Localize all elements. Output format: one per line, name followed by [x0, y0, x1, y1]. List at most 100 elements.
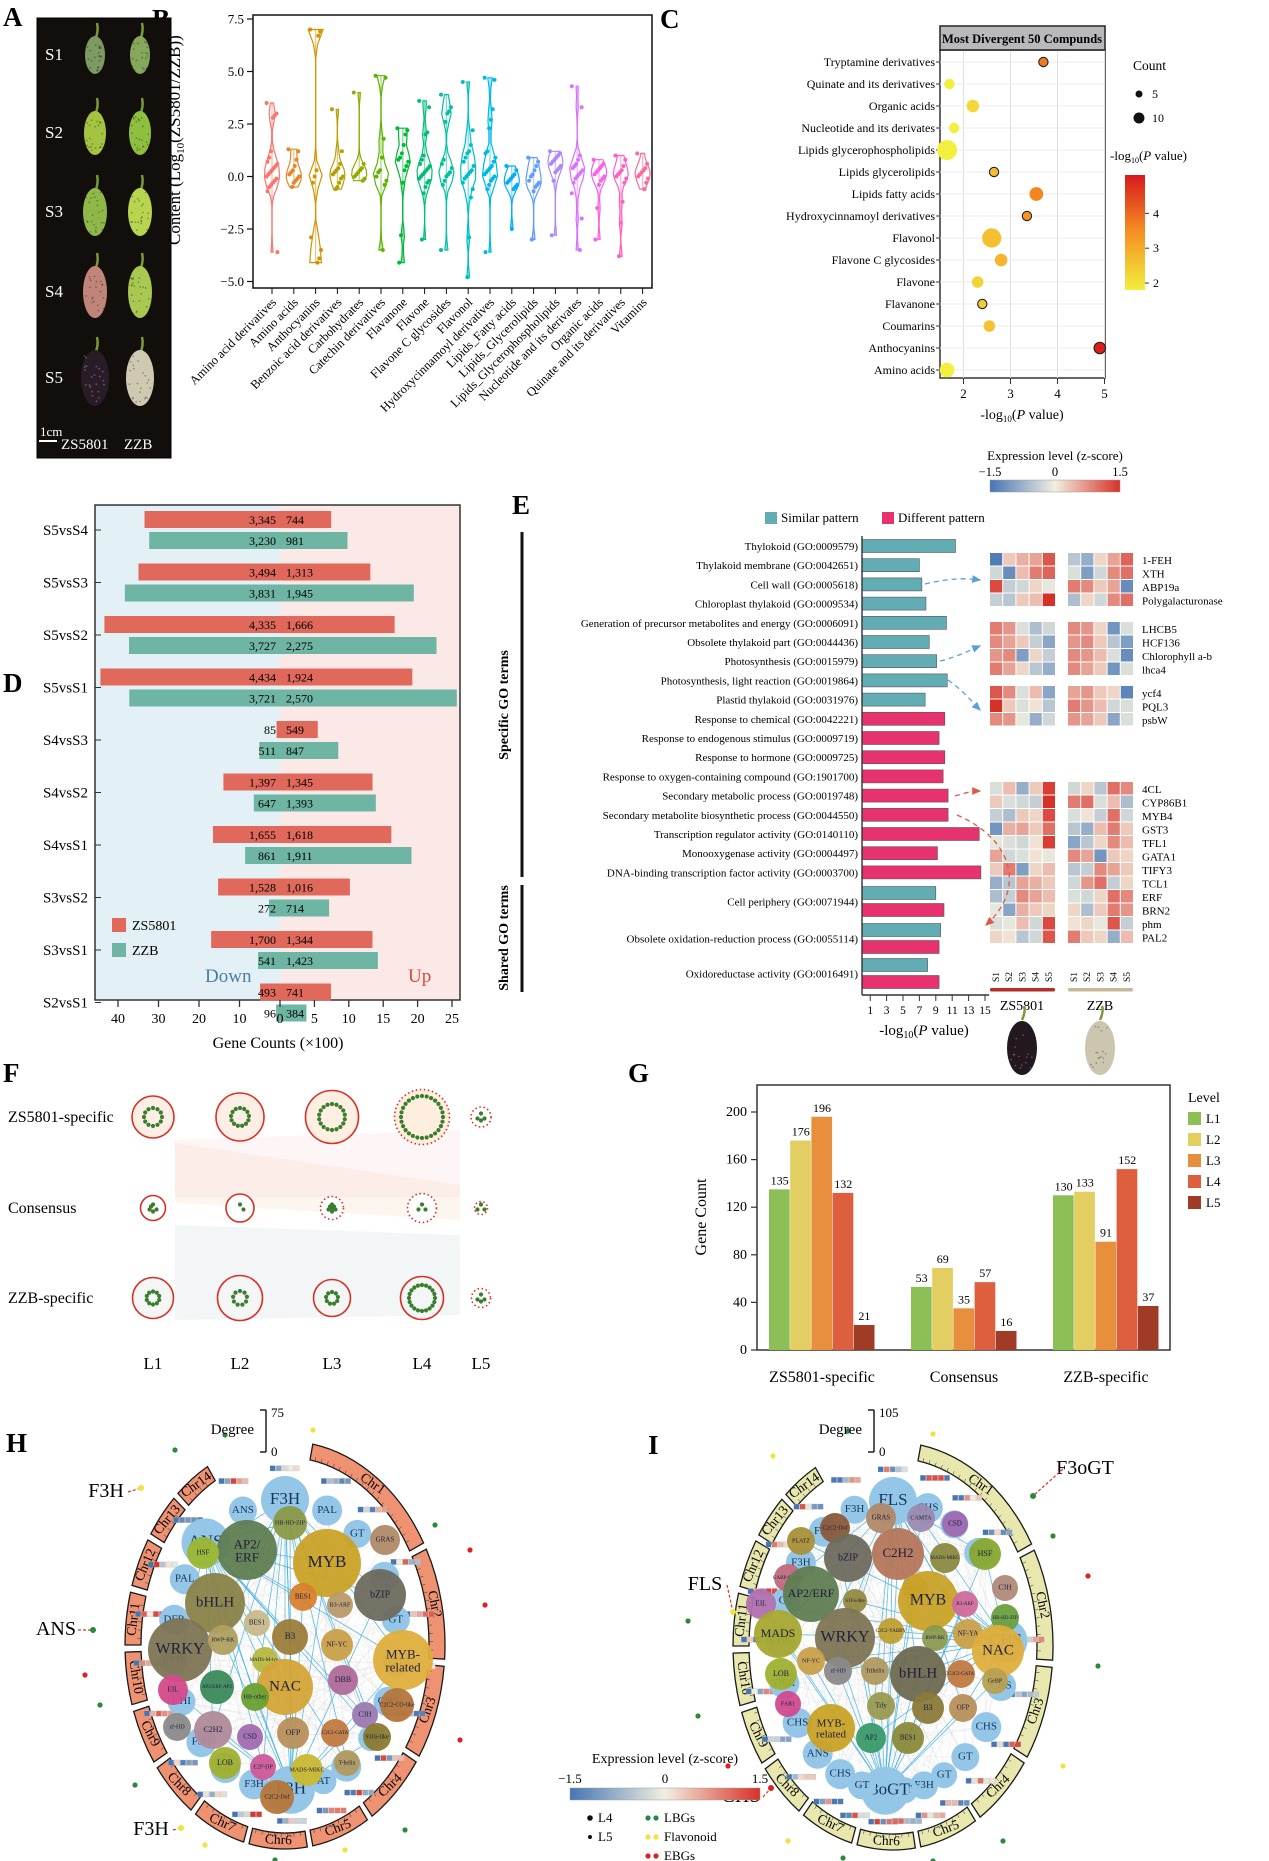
node-heat-strip: [159, 1561, 166, 1568]
chromosome-arc: [917, 1806, 977, 1848]
e-go-bar: [861, 750, 946, 765]
e-heatmap-cell: [1107, 686, 1120, 699]
node-heat-strip: [221, 1791, 228, 1798]
tf-node: [241, 1683, 269, 1711]
c-title: Most Divergent 50 Compunds: [942, 32, 1102, 46]
tf-node: [328, 1665, 358, 1695]
violin-point: [291, 180, 296, 185]
svg-text:−1.5: −1.5: [979, 465, 1002, 479]
violin-point: [417, 176, 422, 181]
fruit-photo: [126, 350, 154, 406]
node-heat-strip: [209, 1791, 216, 1798]
tf-node-label: GRAS: [376, 1536, 395, 1544]
node-heat-strip: [837, 1798, 844, 1805]
violin-point: [267, 155, 272, 160]
violin-point: [405, 128, 410, 133]
scale-bar-label: 1cm: [40, 424, 62, 439]
e-variety-label: ZS5801: [1000, 999, 1044, 1014]
gene-node: [825, 1759, 856, 1790]
c-xtick: 2: [960, 386, 967, 401]
node-heat-strip: [328, 1807, 335, 1814]
g-group-label: Consensus: [930, 1369, 998, 1386]
e-heatmap-cell: [1107, 649, 1120, 662]
violin-shape: [394, 127, 411, 264]
tf-node-label: C2C2-Dof: [264, 1793, 289, 1800]
violin-point: [570, 166, 575, 171]
node-heat-strip: [386, 1755, 393, 1761]
node-heat-strip: [777, 1541, 784, 1548]
e-heatmap-cell: [1042, 782, 1055, 795]
tf-node: [208, 1625, 238, 1655]
tf-node-label: DBB: [335, 1675, 351, 1684]
node-heat-strip: [428, 1611, 435, 1617]
violin-point: [490, 107, 495, 112]
chromosome-label: Chr11: [731, 1603, 750, 1638]
node-heat-strip: [1003, 1741, 1009, 1748]
violin-point: [622, 180, 627, 185]
violin-point: [337, 180, 342, 185]
e-heatmap-cell: [1029, 686, 1042, 699]
c-xtick: 5: [1101, 386, 1108, 401]
e-xtick: 13: [963, 1005, 975, 1017]
g-bar: [769, 1189, 790, 1350]
e-heatmap-cell: [1068, 713, 1081, 726]
g-legend-swatch: [1188, 1154, 1201, 1167]
e-heatmap-cell: [1003, 686, 1016, 699]
tf-node-label: GRAS: [872, 1514, 891, 1522]
e-arrow-red: [954, 787, 982, 797]
violin-point: [642, 187, 647, 192]
tf-node-label: AP2: [865, 1734, 878, 1742]
tf-node-label: bHLH: [899, 1665, 937, 1681]
violin-point: [290, 185, 294, 189]
d-group-label: S5vsS4: [43, 523, 89, 539]
d-down-value: 85: [264, 723, 276, 737]
node-heat-strip: [141, 1611, 147, 1617]
violin-point: [536, 159, 541, 164]
node-heat-strip: [958, 1494, 965, 1501]
tf-node-label: NAC: [269, 1678, 301, 1694]
e-heatmap-cell: [1081, 622, 1094, 635]
pathway-dot: [930, 1431, 936, 1437]
tf-node-label: OFP: [957, 1704, 970, 1712]
node-heat-strip: [773, 1736, 780, 1743]
node-heat-strip: [927, 1812, 934, 1819]
e-legend-similar: Similar pattern: [781, 510, 859, 525]
node-heat-strip: [398, 1755, 405, 1761]
violin-point: [404, 164, 409, 168]
node-heat-strip: [792, 1773, 799, 1780]
e-heatmap-cell: [1042, 713, 1055, 726]
gene-node-label: CHS: [787, 1716, 808, 1728]
g-bar: [953, 1308, 975, 1350]
e-heatmap-cell: [1068, 686, 1081, 699]
violin-point: [468, 143, 473, 147]
panel-h-network-zs5801: Chr1 Chr2 Chr3 Chr4 Chr5 Chr6 Chr7 Chr8 Chr9 Chr1…: [0, 1400, 620, 1861]
d-down-label: Down: [205, 966, 252, 987]
violin-point: [485, 187, 490, 192]
tf-node-label: BES1: [249, 1619, 266, 1627]
e-legend-different: Different pattern: [898, 510, 985, 525]
c-row-label: Anthocyanins: [868, 341, 935, 355]
b-ytick: 0.0: [228, 169, 244, 184]
d-up-bar: [280, 899, 330, 917]
pathway-dot: [457, 1737, 463, 1743]
stage-label: S3: [45, 202, 63, 221]
pathway-dot: [1000, 1838, 1006, 1844]
violin-shape: [372, 75, 390, 251]
violin-point: [316, 33, 321, 38]
e-go-term: Thylakoid membrane (GO:0042651): [696, 560, 858, 572]
node-heat-strip: [368, 1789, 375, 1796]
tf-node-label: EIL: [168, 1686, 179, 1694]
e-heatmap-cell: [1120, 917, 1133, 930]
tf-node: [872, 1528, 924, 1580]
tf-node-label: NF-YA: [958, 1630, 979, 1638]
e-gene-label: psbW: [1142, 715, 1168, 727]
e-heatmap-cell: [1029, 890, 1042, 903]
tf-node: [209, 1747, 241, 1779]
node-heat-strip: [301, 1818, 307, 1824]
e-heatmap-cell: [1081, 686, 1094, 699]
tf-node-label: MYB-: [386, 1646, 420, 1661]
g-bar: [932, 1267, 953, 1350]
gene-node-label: F3H: [270, 1489, 300, 1508]
d-down-value: 1,528: [249, 881, 276, 895]
violin-shape: [438, 94, 455, 251]
